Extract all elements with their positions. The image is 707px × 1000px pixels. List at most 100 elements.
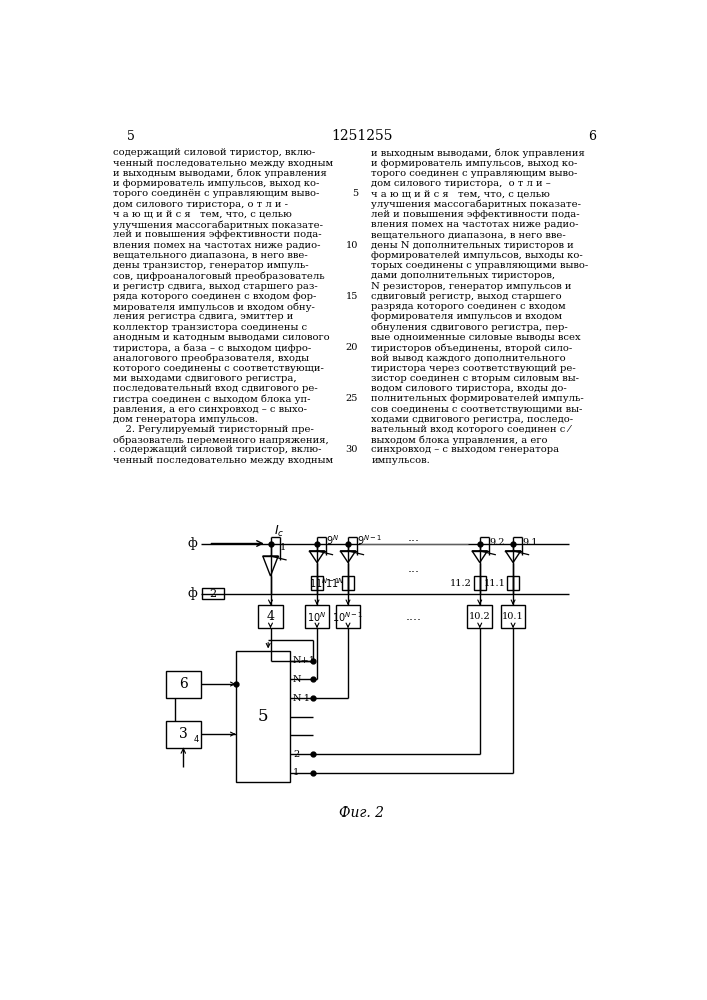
Text: тиристора через соответствующий ре-: тиристора через соответствующий ре- — [371, 364, 576, 373]
Text: синхровход – с выходом генератора: синхровход – с выходом генератора — [371, 445, 559, 454]
Text: 5: 5 — [127, 130, 135, 143]
Bar — [166, 671, 201, 698]
Text: N: N — [293, 675, 301, 684]
Text: мирователя импульсов и входом обну-: мирователя импульсов и входом обну- — [113, 302, 315, 312]
Text: 5: 5 — [257, 708, 268, 725]
Text: вые одноименные силовые выводы всех: вые одноименные силовые выводы всех — [371, 333, 581, 342]
Text: $10^N$: $10^N$ — [308, 610, 327, 624]
Text: 5: 5 — [352, 189, 358, 198]
Text: ходами сдвигового регистра, последо-: ходами сдвигового регистра, последо- — [371, 415, 573, 424]
Text: лей и повышения эффективности пода-: лей и повышения эффективности пода- — [113, 230, 322, 239]
Text: вления помех на частотах ниже радио-: вления помех на частотах ниже радио- — [113, 241, 321, 250]
Text: 1: 1 — [293, 768, 299, 777]
Text: сов соединены с соответствующими вы-: сов соединены с соответствующими вы- — [371, 405, 583, 414]
Text: обнуления сдвигового регистра, пер-: обнуления сдвигового регистра, пер- — [371, 323, 568, 332]
Text: ф: ф — [187, 537, 197, 550]
Text: полнительных формирователей импуль-: полнительных формирователей импуль- — [371, 394, 584, 403]
Text: 20: 20 — [346, 343, 358, 352]
Text: Фиг. 2: Фиг. 2 — [339, 806, 385, 820]
Text: зистор соединен с вторым силовым вы-: зистор соединен с вторым силовым вы- — [371, 374, 579, 383]
Text: N+1: N+1 — [293, 656, 316, 665]
Text: разряда которого соединен с входом: разряда которого соединен с входом — [371, 302, 566, 311]
Text: ми выходами сдвигового регистра,: ми выходами сдвигового регистра, — [113, 374, 297, 383]
Bar — [507, 576, 519, 590]
Text: 3: 3 — [179, 727, 187, 741]
Bar — [341, 576, 354, 590]
Text: вления помех на частотах ниже радио-: вления помех на частотах ниже радио- — [371, 220, 579, 229]
Text: $10^{N-1}$: $10^{N-1}$ — [332, 610, 364, 624]
Text: $11^N$: $11^N$ — [325, 576, 344, 590]
Text: торых соединены с управляющими выво-: торых соединены с управляющими выво- — [371, 261, 588, 270]
Text: вещательного диапазона, в него вве-: вещательного диапазона, в него вве- — [113, 251, 308, 260]
Text: и регистр сдвига, выход старшего раз-: и регистр сдвига, выход старшего раз- — [113, 282, 318, 291]
Bar — [305, 605, 329, 628]
Text: ...: ... — [408, 562, 420, 575]
Bar — [467, 605, 492, 628]
Text: улучшения массогабаритных показате-: улучшения массогабаритных показате- — [113, 220, 323, 230]
Text: $11^{N-1}$: $11^{N-1}$ — [309, 576, 340, 590]
Text: 15: 15 — [346, 292, 358, 301]
Text: импульсов.: импульсов. — [371, 456, 430, 465]
Text: которого соединены с соответствующи-: которого соединены с соответствующи- — [113, 364, 324, 373]
Text: 10.1: 10.1 — [502, 612, 524, 621]
Bar — [166, 721, 201, 748]
Text: тиристоров объединены, второй сило-: тиристоров объединены, второй сило- — [371, 343, 573, 353]
Text: ченный последовательно между входным: ченный последовательно между входным — [113, 456, 333, 465]
Bar — [501, 605, 525, 628]
Bar — [202, 588, 224, 599]
Text: 2. Регулируемый тиристорный пре-: 2. Регулируемый тиристорный пре- — [113, 425, 314, 434]
Text: N резисторов, генератор импульсов и: N резисторов, генератор импульсов и — [371, 282, 572, 291]
Text: 4: 4 — [194, 735, 199, 744]
Text: дены транзистор, генератор импуль-: дены транзистор, генератор импуль- — [113, 261, 309, 270]
Bar — [336, 605, 361, 628]
Text: $9^N$: $9^N$ — [327, 533, 339, 547]
Text: 11.1: 11.1 — [484, 579, 506, 588]
Text: дом генератора импульсов.: дом генератора импульсов. — [113, 415, 258, 424]
Text: 2: 2 — [209, 589, 217, 599]
Text: 1251255: 1251255 — [331, 129, 392, 143]
Text: равления, а его синхровход – с выхо-: равления, а его синхровход – с выхо- — [113, 405, 307, 414]
Text: и формирователь импульсов, выход ко-: и формирователь импульсов, выход ко- — [371, 159, 578, 168]
Text: вещательного диапазона, в него вве-: вещательного диапазона, в него вве- — [371, 230, 566, 239]
Text: последовательный вход сдвигового ре-: последовательный вход сдвигового ре- — [113, 384, 318, 393]
Text: дом силового тиристора, о т л и -: дом силового тиристора, о т л и - — [113, 200, 288, 209]
Text: формирователя импульсов и входом: формирователя импульсов и входом — [371, 312, 562, 321]
Text: 9.1: 9.1 — [522, 538, 538, 547]
Text: и выходным выводами, блок управления: и выходным выводами, блок управления — [371, 148, 585, 158]
Text: лей и повышения эффективности пода-: лей и повышения эффективности пода- — [371, 210, 580, 219]
Text: ряда которого соединен с входом фор-: ряда которого соединен с входом фор- — [113, 292, 317, 301]
Text: ...: ... — [408, 531, 420, 544]
Text: 10: 10 — [346, 241, 358, 250]
Bar — [235, 651, 290, 782]
Text: дены N дополнительных тиристоров и: дены N дополнительных тиристоров и — [371, 241, 574, 250]
Text: $9^{N-1}$: $9^{N-1}$ — [357, 533, 382, 547]
Text: улучшения массогабаритных показате-: улучшения массогабаритных показате- — [371, 200, 581, 209]
Text: 2: 2 — [293, 750, 299, 759]
Text: 1: 1 — [280, 543, 286, 552]
Bar — [311, 576, 323, 590]
Text: 11.2: 11.2 — [450, 579, 472, 588]
Text: вательный вход которого соединен с ⁄: вательный вход которого соединен с ⁄ — [371, 425, 571, 434]
Text: вой вывод каждого дополнительного: вой вывод каждого дополнительного — [371, 353, 566, 362]
Text: . содержащий силовой тиристор, вклю-: . содержащий силовой тиристор, вклю- — [113, 445, 322, 454]
Text: выходом блока управления, а его: выходом блока управления, а его — [371, 435, 548, 445]
Text: сдвиговый регистр, выход старшего: сдвиговый регистр, выход старшего — [371, 292, 562, 301]
Text: 6: 6 — [588, 130, 596, 143]
Bar — [474, 576, 486, 590]
Text: тиристора, а база – с выходом цифро-: тиристора, а база – с выходом цифро- — [113, 343, 311, 353]
Text: ления регистра сдвига, эмиттер и: ления регистра сдвига, эмиттер и — [113, 312, 293, 321]
Text: гистра соединен с выходом блока уп-: гистра соединен с выходом блока уп- — [113, 394, 310, 404]
Text: ....: .... — [406, 610, 422, 623]
Text: 30: 30 — [346, 445, 358, 454]
Text: формирователей импульсов, выходы ко-: формирователей импульсов, выходы ко- — [371, 251, 583, 260]
Text: аналогового преобразователя, входы: аналогового преобразователя, входы — [113, 353, 309, 363]
Text: торого соединен с управляющим выво-: торого соединен с управляющим выво- — [371, 169, 578, 178]
Text: 25: 25 — [346, 394, 358, 403]
Text: ченный последовательно между входным: ченный последовательно между входным — [113, 159, 333, 168]
Text: 10.2: 10.2 — [469, 612, 491, 621]
Text: коллектор транзистора соединены с: коллектор транзистора соединены с — [113, 323, 308, 332]
Text: дами дополнительных тиристоров,: дами дополнительных тиристоров, — [371, 271, 556, 280]
Text: 6: 6 — [179, 677, 187, 691]
Text: 4: 4 — [267, 610, 274, 623]
Text: $I_c$: $I_c$ — [274, 524, 285, 539]
